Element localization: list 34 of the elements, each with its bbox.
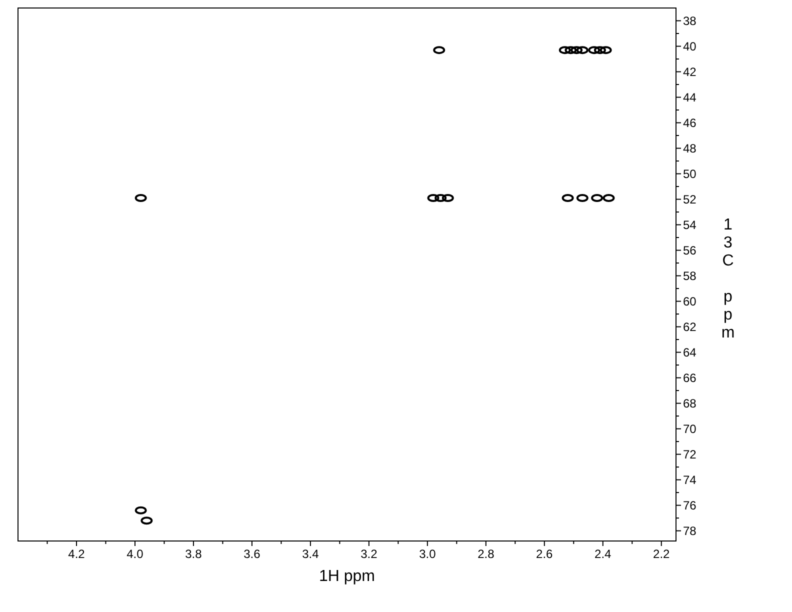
y-tick-label: 44: [683, 90, 697, 104]
y-tick-label: 64: [683, 345, 697, 360]
x-tick-label: 2.8: [478, 547, 495, 561]
x-tick-label: 2.4: [594, 547, 612, 561]
y-tick-label: 70: [683, 422, 697, 436]
x-tick-label: 3.2: [360, 547, 378, 561]
x-tick-label: 3.0: [419, 547, 436, 561]
x-tick-label: 4.2: [68, 547, 86, 561]
y-tick-label: 40: [683, 39, 697, 54]
x-tick-label: 4.0: [126, 547, 144, 561]
y-tick-label: 68: [683, 396, 697, 410]
y-tick-label: 60: [683, 294, 697, 308]
y-tick-label: 46: [683, 116, 697, 130]
x-tick-label: 3.6: [244, 547, 261, 561]
x-tick-label: 3.8: [185, 547, 202, 561]
y-tick-label: 38: [683, 14, 697, 28]
y-tick-label: 74: [683, 472, 697, 487]
y-tick-label: 76: [683, 498, 697, 512]
y-axis-title: 13C ppm: [721, 216, 735, 342]
y-tick-label: 50: [683, 166, 697, 181]
x-tick-label: 3.4: [302, 547, 320, 561]
y-tick-label: 52: [683, 192, 697, 206]
y-tick-label: 66: [683, 370, 697, 385]
x-tick-label: 2.6: [536, 547, 554, 561]
x-tick-label: 2.2: [653, 547, 670, 561]
x-axis-title: 1H ppm: [318, 568, 376, 585]
y-tick-label: 56: [683, 243, 697, 258]
y-tick-label: 58: [683, 268, 697, 283]
y-tick-label: 48: [683, 141, 697, 156]
y-tick-label: 62: [683, 320, 697, 334]
y-tick-label: 72: [683, 447, 697, 462]
y-tick-label: 42: [683, 64, 697, 79]
y-tick-label: 54: [683, 218, 697, 232]
y-tick-label: 78: [683, 524, 697, 538]
